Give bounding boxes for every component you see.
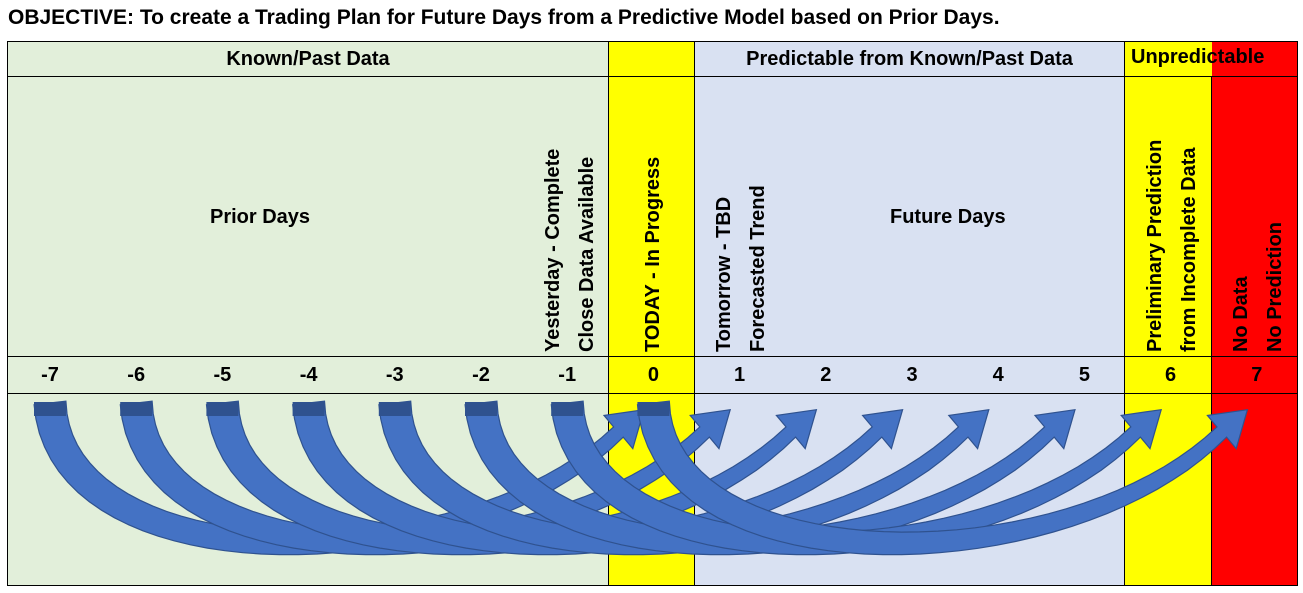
day-number: 7 — [1251, 363, 1263, 386]
day-number: -4 — [299, 363, 318, 386]
day-number: -3 — [385, 363, 404, 386]
day-number: -2 — [472, 363, 490, 386]
known-past-header: Known/Past Data — [7, 41, 609, 77]
day-number: 4 — [992, 363, 1004, 386]
prediction-arrow — [378, 400, 990, 556]
prior-days-label: Prior Days — [210, 206, 311, 228]
day-number: -7 — [41, 363, 59, 386]
prediction-arrow-tail — [206, 402, 239, 416]
future-days-label: Future Days — [890, 206, 1006, 228]
day-number: -1 — [558, 363, 577, 386]
day-number: 1 — [734, 363, 746, 386]
day-number: -6 — [127, 363, 146, 386]
prediction-arrow-tail — [465, 402, 497, 416]
prediction-arrow-tail — [637, 402, 670, 416]
prediction-arrow — [550, 400, 1163, 556]
day-number: 0 — [647, 363, 659, 386]
prediction-arrow-body — [636, 400, 1249, 556]
prediction-arrow — [464, 400, 1076, 556]
no-data-region — [1211, 41, 1298, 586]
prediction-arrow-body — [378, 400, 990, 556]
day-row-nodata — [1211, 356, 1298, 394]
objective-title: OBJECTIVE: To create a Trading Plan for … — [8, 6, 1000, 29]
prediction-arrow-tail — [120, 402, 153, 416]
prediction-arrow-tail — [378, 402, 411, 416]
prediction-arrow-tail — [551, 402, 584, 416]
day-number: 3 — [906, 363, 918, 386]
prediction-arrow-tail — [292, 402, 325, 416]
today-header-cell — [608, 41, 695, 77]
prediction-arrow — [636, 400, 1249, 556]
prediction-arrow-body — [464, 400, 1076, 556]
day-number: -5 — [213, 363, 232, 386]
predictable-header: Predictable from Known/Past Data — [694, 41, 1125, 77]
day-number: 5 — [1078, 363, 1090, 386]
prediction-arrow-body — [550, 400, 1163, 556]
day-number: 6 — [1165, 363, 1177, 386]
prediction-arrow-tail — [34, 402, 66, 416]
unpredictable-header: Unpredictable — [1131, 46, 1265, 68]
day-number: 2 — [820, 363, 832, 386]
